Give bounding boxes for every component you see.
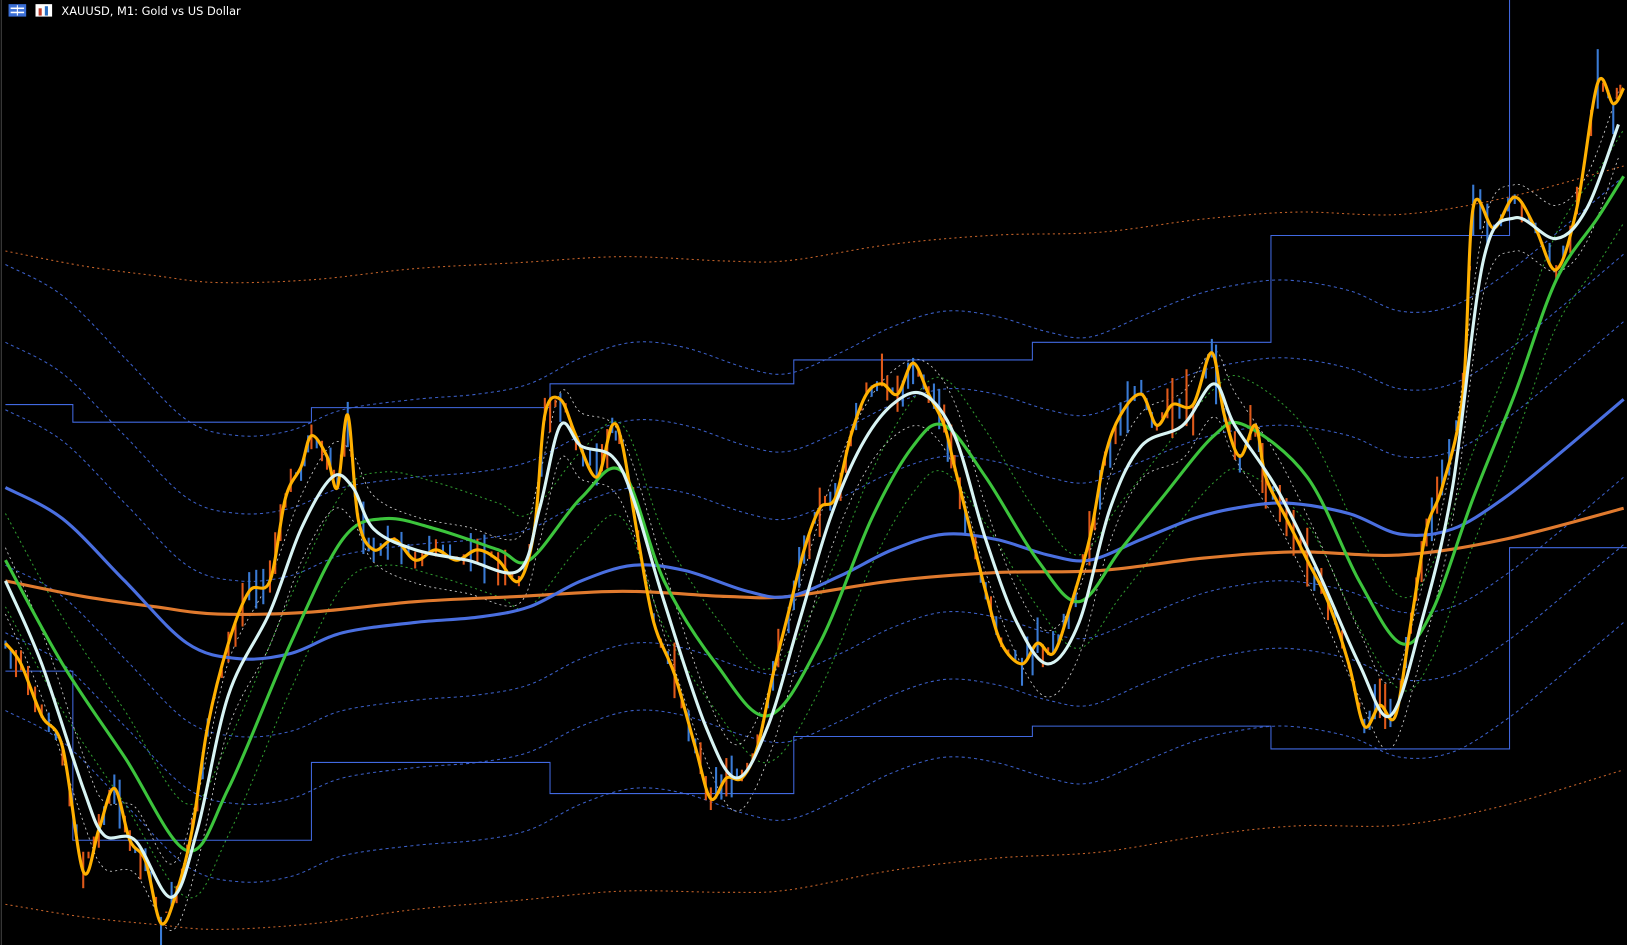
icon-detail	[38, 8, 42, 16]
channel-lower	[5, 547, 1627, 841]
white-ma	[4, 123, 1620, 899]
header: XAUUSD, M1: Gold vs US Dollar	[8, 4, 241, 18]
chart-title: XAUUSD, M1: Gold vs US Dollar	[61, 4, 241, 18]
mid-ma	[4, 398, 1625, 661]
channel-upper	[5, 0, 1511, 423]
price-line	[4, 77, 1626, 926]
indicator-layers	[4, 0, 1627, 945]
chart-type-icon[interactable]	[35, 4, 53, 17]
icon-detail	[44, 6, 48, 16]
